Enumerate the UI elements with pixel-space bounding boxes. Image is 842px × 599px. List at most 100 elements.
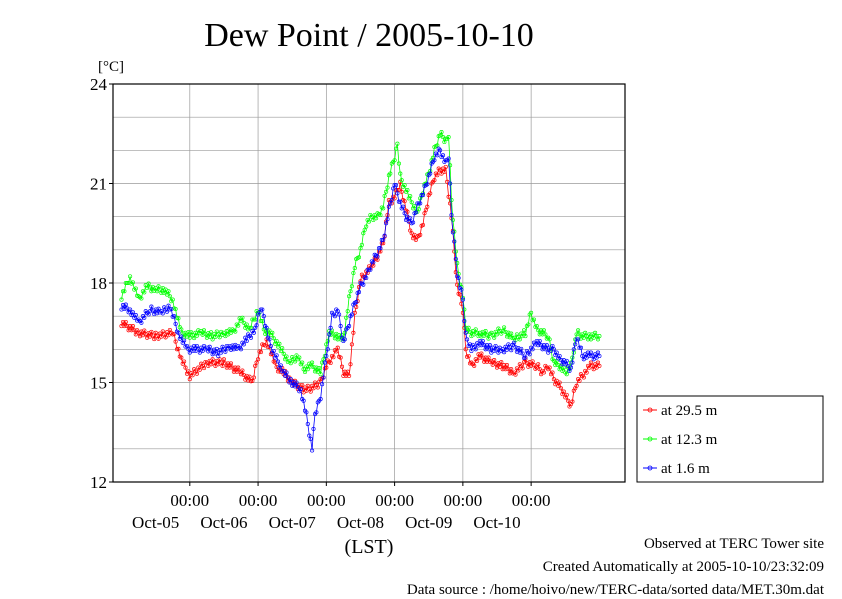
- data-point: [163, 335, 168, 340]
- data-point: [406, 219, 411, 224]
- data-point: [507, 335, 512, 340]
- data-point: [567, 368, 572, 373]
- data-point: [408, 194, 413, 199]
- data-point: [520, 351, 525, 356]
- series-at-1-6-m: [119, 146, 602, 453]
- data-point: [534, 324, 539, 329]
- data-point: [294, 353, 299, 358]
- data-point: [556, 383, 561, 388]
- data-point: [435, 153, 440, 158]
- data-point: [375, 254, 380, 259]
- data-point: [587, 365, 592, 370]
- data-point: [398, 171, 403, 176]
- data-point: [524, 360, 529, 366]
- data-point: [221, 330, 226, 335]
- data-point: [234, 369, 239, 374]
- data-point: [341, 373, 346, 378]
- data-point: [132, 328, 137, 333]
- data-point: [297, 355, 302, 360]
- data-point: [352, 310, 357, 315]
- data-point: [122, 289, 127, 294]
- data-point: [347, 373, 352, 378]
- data-point: [587, 353, 592, 359]
- data-point: [176, 346, 181, 351]
- data-point: [460, 297, 465, 302]
- data-point: [334, 349, 339, 354]
- data-point: [393, 146, 399, 151]
- data-point: [560, 362, 565, 367]
- data-point: [211, 347, 217, 352]
- data-point: [493, 361, 498, 366]
- data-point: [594, 334, 599, 339]
- data-point: [581, 375, 586, 380]
- data-point: [432, 178, 437, 183]
- data-point: [271, 336, 276, 341]
- data-point: [473, 327, 478, 332]
- data-point: [241, 342, 246, 347]
- data-point: [145, 285, 150, 291]
- data-point: [354, 300, 359, 305]
- data-point: [480, 329, 485, 334]
- data-point: [305, 367, 310, 372]
- data-point: [381, 237, 386, 242]
- data-point: [571, 347, 576, 352]
- data-point: [416, 207, 421, 212]
- data-point: [504, 334, 510, 339]
- data-point: [587, 332, 592, 337]
- data-point: [443, 164, 448, 169]
- data-point: [274, 364, 279, 370]
- data-point: [381, 206, 386, 211]
- data-point: [206, 349, 211, 354]
- data-point: [238, 347, 244, 352]
- data-point: [504, 363, 510, 368]
- x-tick-time: 00:00: [512, 491, 551, 510]
- axis-labels: 12 15 18 21 24 00:00 Oct-05 00:00 Oct-06 00:00 Oct…: [90, 75, 551, 532]
- data-point: [457, 292, 463, 297]
- x-tick-date: Oct-09: [405, 513, 452, 532]
- data-point: [479, 351, 484, 356]
- data-point: [159, 290, 164, 296]
- data-point: [267, 328, 272, 333]
- x-tick-date: Oct-08: [337, 513, 384, 532]
- data-point: [163, 287, 168, 292]
- data-point: [194, 343, 199, 349]
- y-tick-label: 15: [90, 374, 107, 393]
- data-point: [483, 355, 488, 360]
- data-point: [593, 352, 598, 357]
- data-point: [467, 342, 473, 347]
- data-point: [233, 365, 238, 370]
- data-point: [253, 317, 258, 322]
- data-point: [248, 335, 254, 340]
- legend-label: at 12.3 m: [661, 432, 718, 448]
- data-point: [172, 331, 177, 336]
- data-point: [133, 313, 138, 318]
- data-point: [453, 256, 458, 262]
- data-point: [472, 363, 477, 368]
- data-point: [173, 339, 178, 344]
- data-point: [536, 328, 541, 333]
- data-point: [574, 383, 579, 388]
- data-point: [420, 193, 426, 198]
- data-point: [258, 319, 263, 324]
- data-point: [240, 315, 245, 320]
- data-point: [123, 280, 128, 286]
- data-point: [120, 289, 126, 294]
- data-point: [307, 433, 312, 438]
- data-point: [119, 307, 124, 312]
- data-point: [529, 310, 534, 315]
- data-point: [207, 334, 212, 339]
- data-point: [268, 343, 273, 349]
- data-point: [422, 211, 427, 216]
- data-point: [521, 328, 527, 333]
- data-point: [231, 369, 236, 374]
- data-point: [554, 378, 559, 383]
- data-point: [539, 328, 544, 333]
- y-tick-label: 12: [90, 473, 107, 492]
- data-point: [321, 375, 326, 380]
- data-point: [486, 355, 491, 360]
- data-point: [455, 282, 460, 287]
- data-point: [253, 363, 258, 368]
- data-point: [219, 360, 224, 365]
- data-point: [320, 382, 325, 387]
- data-point: [469, 348, 474, 354]
